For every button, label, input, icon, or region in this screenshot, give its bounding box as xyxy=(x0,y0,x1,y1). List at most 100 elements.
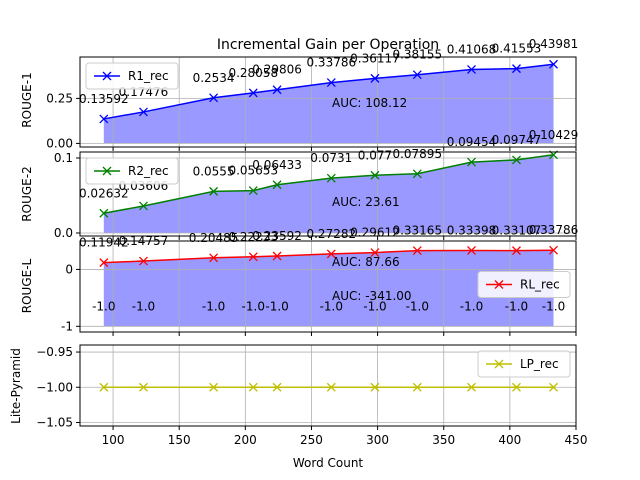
y-tick-label: −1.00 xyxy=(36,380,73,394)
data-label-negative: -1.0 xyxy=(363,299,386,313)
y-tick-label: -1 xyxy=(61,319,73,333)
panel-lite-pyramid: −0.95 −1.00 −1.05 100 150 200 250 300 350 400 450 L… xyxy=(9,344,588,447)
data-point xyxy=(99,114,109,124)
data-label-negative: -1.0 xyxy=(242,299,265,313)
legend: RL_rec xyxy=(477,271,571,298)
data-point xyxy=(139,201,148,211)
data-point xyxy=(412,382,422,392)
data-label: 0.27282 xyxy=(306,227,356,241)
data-point xyxy=(467,245,476,255)
x-tick-label: 450 xyxy=(565,433,588,447)
legend: R1_rec xyxy=(85,62,179,90)
y-tick-label: −0.95 xyxy=(36,345,73,359)
legend-label: RL_rec xyxy=(520,278,560,292)
data-point xyxy=(412,70,422,80)
data-point xyxy=(248,252,258,262)
data-label: 0.33786 xyxy=(529,223,579,237)
data-label: 0.29806 xyxy=(252,63,302,77)
data-point xyxy=(209,186,219,196)
axes-frame xyxy=(79,344,577,427)
data-point xyxy=(272,382,282,392)
data-label-negative: -1.0 xyxy=(542,299,565,313)
legend: LP_rec xyxy=(477,350,571,378)
data-point xyxy=(467,65,476,74)
data-label: 0.0555 xyxy=(193,164,235,178)
data-point xyxy=(467,382,476,392)
legend-label: R2_rec xyxy=(128,164,169,178)
data-label: 0.33398 xyxy=(447,223,497,237)
x-tick-label: 200 xyxy=(234,433,257,447)
data-label: 0.02632 xyxy=(79,186,129,200)
data-label: 0.41068 xyxy=(447,42,497,56)
data-label: 0.09747 xyxy=(492,133,542,147)
data-point xyxy=(512,246,521,256)
data-point xyxy=(370,248,380,258)
axes-frame xyxy=(79,240,577,333)
data-label: 0.38155 xyxy=(392,48,442,62)
y-tick-label: 0 xyxy=(65,262,73,276)
data-label-negative: -1.0 xyxy=(265,299,288,313)
panel-rouge-1: 0.135920.174760.25340.280580.298060.3378… xyxy=(20,37,578,151)
data-point xyxy=(412,246,422,256)
data-point xyxy=(412,169,422,179)
data-point xyxy=(139,256,148,266)
data-label-negative: -1.0 xyxy=(202,299,225,313)
legend-label: R1_rec xyxy=(128,69,169,83)
data-point xyxy=(272,180,282,190)
y-axis-label: ROUGE-2 xyxy=(20,166,34,221)
auc-annotation: AUC: 87.66 xyxy=(332,255,400,269)
legend-box xyxy=(85,62,179,90)
data-point xyxy=(139,382,148,392)
data-label: 0.36117 xyxy=(350,51,400,65)
legend-marker xyxy=(494,280,504,289)
data-label: 0.28058 xyxy=(228,66,278,80)
data-point xyxy=(209,382,219,392)
area-fill xyxy=(103,64,554,144)
data-point xyxy=(549,245,558,255)
axes-frame xyxy=(79,56,577,148)
y-tick-label: 0.25 xyxy=(46,91,73,105)
data-label: 0.07895 xyxy=(392,147,442,161)
data-point xyxy=(326,249,336,259)
x-tick-label: 150 xyxy=(168,433,191,447)
y-tick-label: −1.05 xyxy=(36,415,73,429)
legend-box xyxy=(477,350,571,378)
data-label: 0.43981 xyxy=(529,37,579,51)
data-label: 0.13592 xyxy=(79,92,129,106)
data-label-negative: -1.0 xyxy=(460,299,483,313)
y-axis-label: ROUGE-L xyxy=(20,258,34,313)
data-label: 0.0731 xyxy=(310,151,352,165)
x-tick-label: 300 xyxy=(366,433,389,447)
data-label: 0.077 xyxy=(358,148,392,162)
legend-label: LP_rec xyxy=(520,357,559,371)
legend: R2_rec xyxy=(85,157,179,185)
data-point xyxy=(326,78,336,88)
data-point xyxy=(272,85,282,95)
data-point xyxy=(209,253,219,263)
area-fill-negative xyxy=(103,269,554,327)
data-label-negative: -1.0 xyxy=(406,299,429,313)
legend-box xyxy=(477,271,571,298)
data-point xyxy=(370,382,380,392)
data-label: 0.05653 xyxy=(228,164,278,178)
data-point xyxy=(99,208,109,218)
x-tick-label: 350 xyxy=(432,433,455,447)
data-point xyxy=(272,251,282,261)
chart-title: Incremental Gain per Operation xyxy=(217,37,439,53)
auc-annotation-negative: AUC: -341.00 xyxy=(332,289,412,303)
data-label: 0.06433 xyxy=(252,158,302,172)
data-label: 0.11942 xyxy=(79,236,129,250)
legend-box xyxy=(85,157,179,185)
x-axis-label: Word Count xyxy=(293,456,364,470)
data-label: 0.29612 xyxy=(350,226,400,240)
auc-annotation: AUC: 108.12 xyxy=(332,96,407,110)
auc-annotation: AUC: 23.61 xyxy=(332,195,400,209)
axes-frame xyxy=(79,151,577,237)
x-tick-label: 100 xyxy=(102,433,125,447)
data-label: 0.33165 xyxy=(392,224,442,238)
data-point xyxy=(512,155,521,165)
data-point xyxy=(99,382,109,392)
data-label-negative: -1.0 xyxy=(320,299,343,313)
data-point xyxy=(467,157,476,167)
